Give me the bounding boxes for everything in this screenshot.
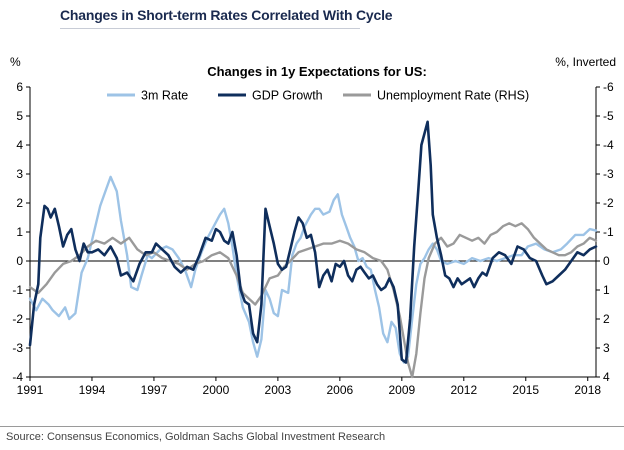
x-tick-label: 2000	[203, 383, 230, 397]
legend-label-gdp-growth: GDP Growth	[252, 89, 323, 103]
page-title: Changes in Short-term Rates Correlated W…	[60, 7, 393, 23]
x-tick-label: 2015	[512, 383, 539, 397]
y-tick-label-left: 4	[16, 138, 23, 152]
x-tick-label: 1994	[79, 383, 106, 397]
y-tick-label-left: -3	[12, 341, 23, 355]
chart-header: Changes in 1y Expectations for US: % %, …	[10, 55, 616, 79]
y-tick-label-left: 0	[16, 254, 23, 268]
legend-label-unemployment-rate-rhs: Unemployment Rate (RHS)	[377, 89, 529, 103]
y-tick-label-right: -5	[603, 109, 614, 123]
y-tick-label-right: -2	[603, 196, 614, 210]
y-tick-label-left: -1	[12, 283, 23, 297]
x-tick-label: 2012	[450, 383, 477, 397]
source-note: Source: Consensus Economics, Goldman Sac…	[6, 431, 386, 443]
y-tick-label-left: 1	[16, 225, 23, 239]
y-tick-label-left: -2	[12, 312, 23, 326]
x-tick-label: 1997	[141, 383, 168, 397]
series-line-gdp-growth	[28, 120, 598, 364]
y-tick-label-left: -4	[12, 370, 23, 384]
y-tick-label-left: 5	[16, 109, 23, 123]
y-tick-label-right: 1	[603, 283, 610, 297]
y-tick-label-right: -6	[603, 80, 614, 94]
y-tick-label-right: -1	[603, 225, 614, 239]
x-tick-label: 2003	[265, 383, 292, 397]
axes: -4 -3 -2 -1 0 1 2 3 4 5 6 4 3 2 1 0 -1 -2 -3 -4 -5 -6 1991 1994…	[12, 80, 614, 397]
y-tick-label-right: 4	[603, 370, 610, 384]
x-tick-label: 1991	[17, 383, 44, 397]
y-tick-label-right: -4	[603, 138, 614, 152]
y-axis-label-left: %	[10, 55, 21, 69]
legend-label-3m-rate: 3m Rate	[141, 89, 188, 103]
chart: Changes in 1y Expectations for US: % %, …	[10, 55, 616, 397]
series-layer	[28, 120, 598, 379]
source-divider	[0, 426, 624, 427]
title-underline	[60, 28, 360, 29]
y-tick-label-right: -3	[603, 167, 614, 181]
y-tick-label-left: 6	[16, 80, 23, 94]
y-axis-label-right: %, Inverted	[555, 55, 616, 69]
y-tick-label-left: 2	[16, 196, 23, 210]
y-tick-label-left: 3	[16, 167, 23, 181]
legend: 3m Rate GDP Growth Unemployment Rate (RHS)	[107, 89, 529, 103]
y-tick-label-right: 2	[603, 312, 610, 326]
x-tick-label: 2006	[327, 383, 354, 397]
x-tick-label: 2009	[388, 383, 415, 397]
series-line-3m-rate	[28, 175, 598, 364]
series-line-unemployment-rate-rhs	[28, 222, 598, 379]
x-tick-label: 2018	[574, 383, 601, 397]
chart-title: Changes in 1y Expectations for US:	[207, 64, 427, 79]
y-tick-label-right: 0	[603, 254, 610, 268]
y-tick-label-right: 3	[603, 341, 610, 355]
